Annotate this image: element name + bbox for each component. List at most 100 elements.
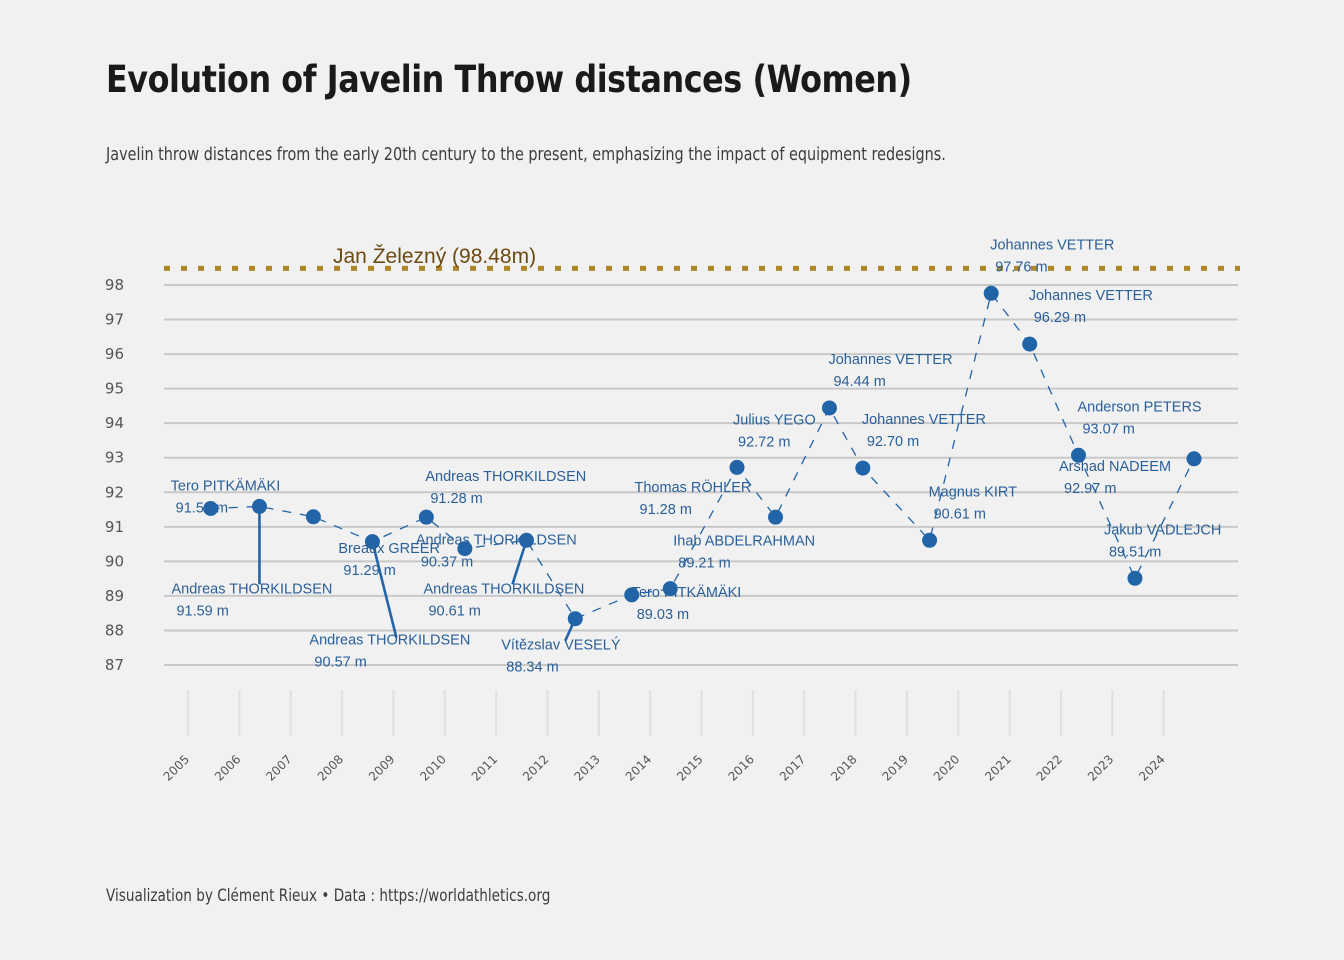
- reference-line-group: Jan Železný (98.48m): [164, 245, 1240, 271]
- distance-label: 91.53 m: [176, 501, 228, 517]
- x-tick-label: 2007: [263, 752, 294, 783]
- distance-label: 90.57 m: [314, 655, 366, 671]
- y-tick-label: 91: [105, 518, 124, 536]
- x-tick-label: 2013: [571, 752, 602, 783]
- data-point: [624, 587, 640, 603]
- y-tick-label: 93: [105, 449, 124, 467]
- distance-label: 91.59 m: [176, 603, 228, 619]
- distance-label: 92.72 m: [738, 434, 790, 450]
- athlete-label: Julius YEGO: [733, 412, 816, 428]
- chart-title: Evolution of Javelin Throw distances (Wo…: [106, 58, 912, 101]
- athlete-label: Magnus KIRT: [929, 484, 1018, 500]
- athlete-label: Vítězslav VESELÝ: [501, 637, 621, 654]
- athlete-label: Johannes VETTER: [862, 412, 986, 428]
- distance-label: 89.21 m: [678, 556, 730, 572]
- x-tick-label: 2012: [520, 752, 551, 783]
- x-tick-label: 2014: [623, 752, 654, 783]
- athlete-label: Andreas THORKILDSEN: [309, 633, 470, 649]
- x-tick-label: 2005: [161, 752, 192, 783]
- distance-label: 92.97 m: [1064, 481, 1116, 497]
- distance-label: 92.70 m: [867, 434, 919, 450]
- data-point: [922, 532, 938, 548]
- x-tick-label: 2006: [212, 752, 243, 783]
- reference-line-label: Jan Železný (98.48m): [333, 245, 536, 268]
- athlete-label: Arshad NADEEM: [1059, 459, 1171, 475]
- label-leader: [371, 541, 398, 638]
- athlete-label: Ihab ABDELRAHMAN: [673, 534, 815, 550]
- x-tick-label: 2019: [880, 752, 911, 783]
- athlete-label: Thomas RÖHLER: [635, 478, 752, 496]
- distance-label: 90.61 m: [934, 506, 986, 522]
- series-connector: [210, 291, 1195, 620]
- x-tick-label: 2008: [315, 752, 346, 783]
- data-point: [418, 509, 434, 525]
- data-point: [518, 532, 534, 548]
- distance-label: 93.07 m: [1082, 421, 1134, 437]
- athlete-label: Jakub VADLEJCH: [1104, 522, 1221, 538]
- athlete-label: Tero PITKÄMÄKI: [632, 584, 742, 601]
- x-tick-label: 2009: [366, 752, 397, 783]
- athlete-label: Andreas THORKILDSEN: [425, 469, 586, 485]
- data-point: [567, 611, 583, 627]
- distance-label: 91.29 m: [343, 563, 395, 579]
- x-tick-label: 2024: [1136, 752, 1167, 783]
- athlete-label: Johannes VETTER: [828, 352, 952, 368]
- distance-label: 97.76 m: [995, 259, 1047, 275]
- x-tick-label: 2017: [777, 752, 808, 783]
- y-tick-label: 95: [105, 380, 124, 398]
- x-tick-label: 2018: [828, 752, 859, 783]
- x-tick-label: 2015: [674, 752, 705, 783]
- data-point: [855, 460, 871, 476]
- y-tick-label: 94: [105, 414, 124, 432]
- point-labels: Tero PITKÄMÄKI 91.53 m Andreas THORKILDSEN…: [171, 237, 1222, 675]
- y-tick-label: 97: [105, 311, 124, 329]
- data-point: [821, 400, 837, 416]
- x-tick-label: 2021: [982, 752, 1013, 783]
- y-tick-label: 88: [105, 621, 124, 639]
- athlete-label: Johannes VETTER: [990, 237, 1114, 253]
- data-point: [305, 509, 321, 525]
- x-tick-label: 2023: [1085, 752, 1116, 783]
- x-tick-label: 2022: [1034, 752, 1065, 783]
- distance-label: 96.29 m: [1034, 310, 1086, 326]
- distance-label: 94.44 m: [833, 374, 885, 390]
- distance-label: 90.37 m: [421, 555, 473, 571]
- distance-label: 91.28 m: [430, 491, 482, 507]
- y-tick-label: 89: [105, 587, 124, 605]
- data-point: [729, 459, 745, 475]
- chart-caption: Visualization by Clément Rieux • Data : …: [106, 886, 551, 906]
- label-leader-lines: [258, 506, 577, 642]
- x-axis-ticks: 2005 2006 2007 2008 2009 2010 2011 2012 2013 2014…: [161, 752, 1168, 783]
- data-point: [1070, 447, 1086, 463]
- y-axis-ticks: 87 88 89 90 91 92 93 94 95 96 97 98: [105, 276, 124, 674]
- chart-subtitle: Javelin throw distances from the early 2…: [106, 144, 946, 165]
- athlete-label: Anderson PETERS: [1077, 399, 1201, 415]
- y-tick-label: 90: [105, 552, 124, 570]
- label-leader: [511, 539, 528, 585]
- athlete-label: Breaux GREER: [338, 541, 440, 557]
- athlete-label: Andreas THORKILDSEN: [423, 581, 584, 597]
- distance-label: 89.03 m: [637, 607, 689, 623]
- data-point: [768, 509, 784, 525]
- y-tick-label: 98: [105, 276, 124, 294]
- data-point: [662, 581, 678, 597]
- athlete-label: Andreas THORKILDSEN: [416, 533, 577, 549]
- distance-label: 91.28 m: [640, 502, 692, 518]
- athlete-label: Tero PITKÄMÄKI: [171, 478, 281, 495]
- athlete-label: Andreas THORKILDSEN: [171, 581, 332, 597]
- y-tick-label: 96: [105, 345, 124, 363]
- distance-label: 89.51 m: [1109, 544, 1161, 560]
- series-points: [203, 285, 1202, 627]
- data-point: [203, 501, 219, 517]
- distance-label: 90.61 m: [428, 603, 480, 619]
- y-tick-label: 87: [105, 656, 124, 674]
- data-point: [251, 498, 267, 514]
- x-tick-label: 2020: [931, 752, 962, 783]
- data-point: [1022, 336, 1038, 352]
- data-point: [983, 285, 999, 301]
- athlete-label: Johannes VETTER: [1029, 288, 1153, 304]
- x-tick-label: 2011: [469, 752, 500, 783]
- distance-label: 88.34 m: [506, 660, 558, 676]
- vertical-gridlines: [187, 690, 1165, 736]
